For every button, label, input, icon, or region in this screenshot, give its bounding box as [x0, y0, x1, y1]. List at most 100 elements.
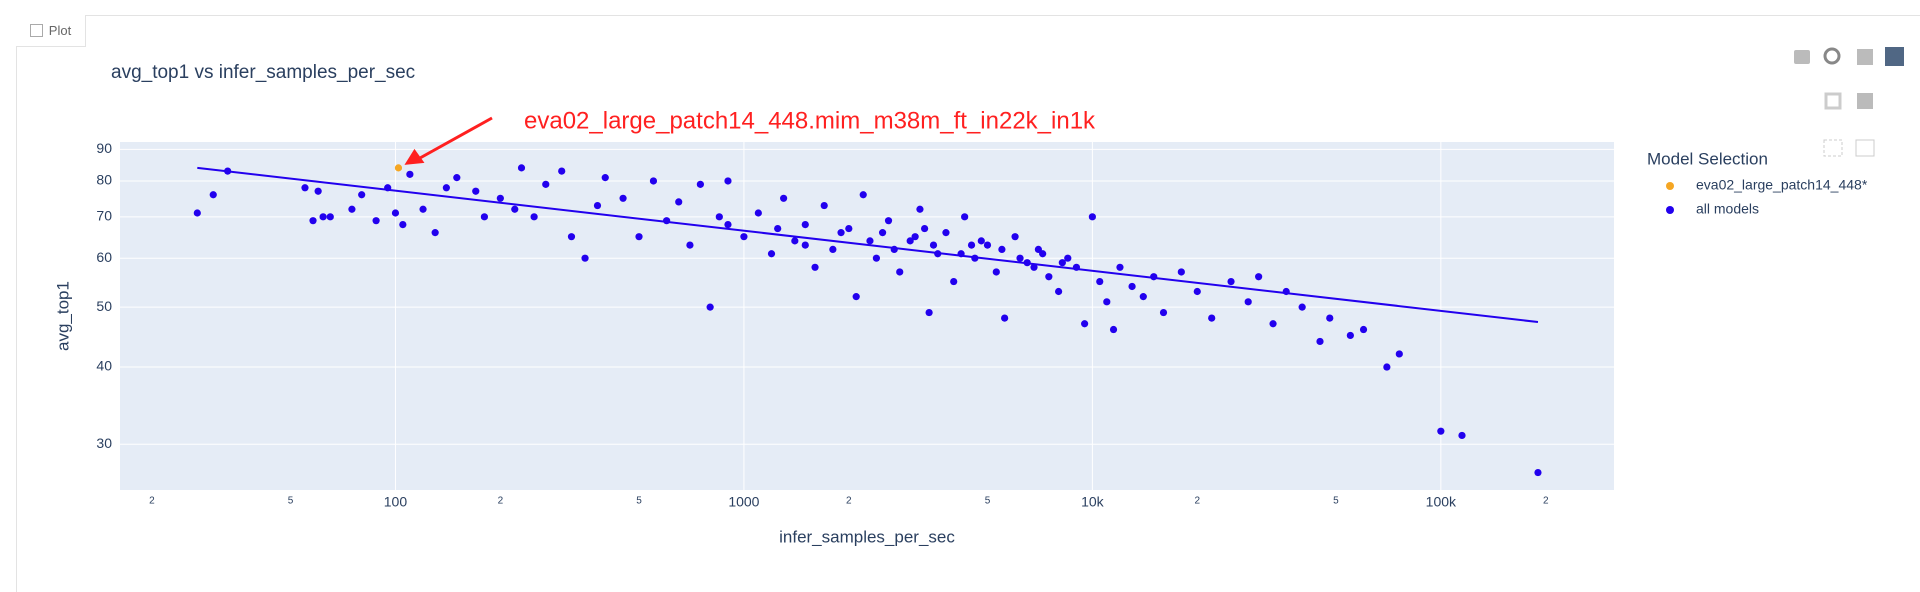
pan-icon[interactable] — [1824, 92, 1842, 110]
point — [601, 174, 609, 182]
point — [1039, 250, 1047, 258]
point — [696, 180, 704, 188]
point — [837, 229, 845, 237]
point — [942, 229, 950, 237]
x-minor-tick-label: 2 — [1194, 496, 1200, 507]
legend-label: all models — [1696, 201, 1759, 217]
point — [1534, 468, 1542, 477]
y-tick-label: 50 — [96, 298, 112, 314]
point — [319, 213, 327, 221]
point — [724, 177, 732, 185]
point — [1193, 287, 1201, 296]
plot-tab[interactable]: Plot — [16, 15, 86, 47]
point — [884, 217, 893, 225]
point — [431, 229, 439, 237]
point — [1139, 293, 1147, 301]
y-tick-label: 70 — [96, 208, 112, 224]
point — [1159, 308, 1168, 317]
point — [829, 245, 837, 253]
annotation-arrowhead — [404, 148, 425, 165]
point — [1001, 314, 1009, 322]
point — [754, 209, 762, 217]
point — [1058, 259, 1066, 267]
point — [845, 224, 853, 233]
point — [309, 217, 317, 225]
zoom-out-icon[interactable] — [1857, 93, 1873, 109]
point — [1088, 213, 1096, 221]
point — [950, 277, 958, 286]
y-tick-label: 80 — [96, 172, 112, 188]
point — [872, 254, 881, 262]
zoom-in-icon[interactable] — [1857, 49, 1873, 65]
x-tick-label: 100k — [1426, 494, 1457, 510]
autoscale-icon[interactable] — [1855, 139, 1875, 157]
x-tick-label: 10k — [1081, 494, 1105, 510]
point — [896, 268, 904, 276]
point — [1064, 254, 1072, 262]
point — [1128, 282, 1136, 291]
point — [1081, 320, 1089, 328]
point — [1395, 350, 1403, 358]
point — [791, 237, 799, 245]
point — [1109, 325, 1118, 334]
point — [1208, 314, 1216, 322]
point — [1055, 287, 1063, 296]
plot-card — [16, 15, 1920, 592]
point — [1011, 233, 1019, 241]
point — [1227, 277, 1235, 286]
point — [780, 194, 788, 202]
y-tick-label: 90 — [96, 140, 112, 156]
point — [801, 241, 809, 249]
point — [774, 224, 782, 233]
point — [593, 201, 602, 210]
legend-marker — [1666, 206, 1674, 214]
x-minor-tick-label: 2 — [1543, 496, 1549, 507]
x-tick-label: 100 — [384, 494, 408, 510]
point — [686, 241, 694, 249]
point — [724, 220, 732, 229]
point — [801, 220, 809, 229]
point — [767, 250, 776, 258]
point — [811, 263, 819, 271]
point — [1096, 277, 1104, 286]
point — [358, 191, 366, 199]
point — [998, 245, 1006, 253]
point — [635, 233, 643, 241]
legend-title: Model Selection — [1647, 149, 1768, 168]
x-tick-label: 1000 — [728, 494, 759, 510]
point — [977, 237, 985, 245]
point — [920, 224, 929, 233]
plot-icon[interactable] — [1885, 47, 1904, 66]
point — [906, 237, 914, 245]
y-tick-label: 40 — [96, 358, 112, 374]
point — [391, 209, 400, 217]
point — [992, 268, 1000, 276]
point — [511, 205, 519, 213]
x-minor-tick-label: 5 — [636, 496, 642, 507]
point — [1383, 363, 1391, 371]
point — [496, 194, 504, 202]
select-icon[interactable] — [1823, 139, 1843, 157]
point — [442, 184, 450, 192]
point — [961, 213, 969, 221]
point — [1116, 263, 1124, 271]
point — [1030, 263, 1038, 271]
zoom-icon[interactable] — [1823, 47, 1841, 65]
modebar — [1794, 47, 1904, 157]
camera-icon[interactable] — [1794, 50, 1810, 64]
point — [916, 205, 924, 213]
point — [649, 177, 658, 185]
trendline — [197, 166, 1539, 324]
point — [925, 308, 933, 317]
point — [394, 164, 403, 172]
point — [472, 187, 480, 195]
x-minor-tick-label: 2 — [846, 496, 852, 507]
point — [406, 170, 414, 178]
legend-marker — [1666, 182, 1674, 190]
point — [453, 174, 461, 182]
point — [1316, 337, 1324, 346]
x-minor-tick-label: 2 — [149, 496, 155, 507]
point — [399, 220, 407, 229]
point — [1045, 273, 1053, 281]
